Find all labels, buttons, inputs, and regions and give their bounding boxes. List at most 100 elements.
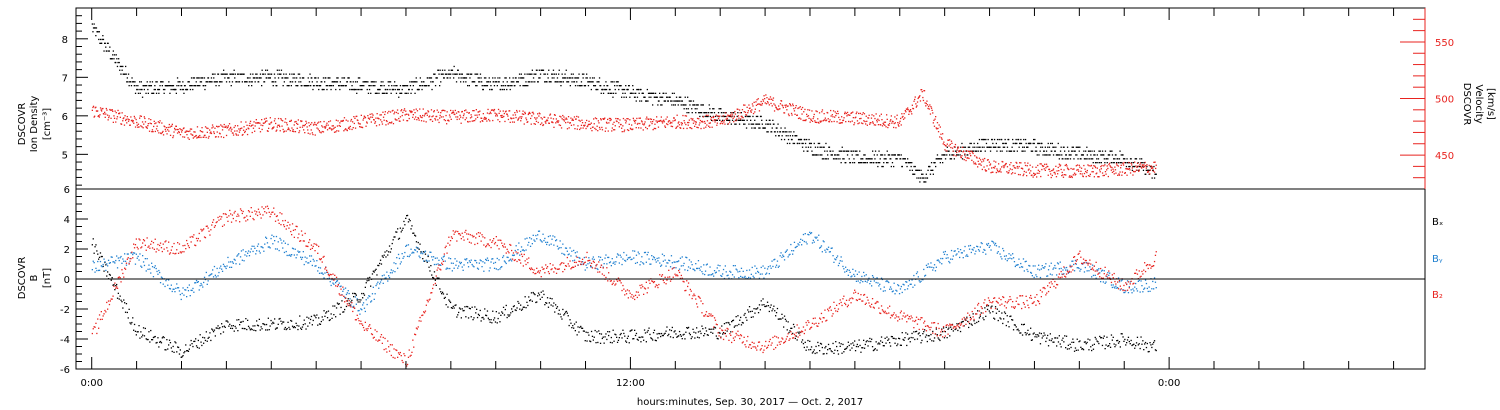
data-point [898,154,901,156]
data-point [162,88,165,91]
data-point [875,113,877,115]
data-point [992,166,995,169]
data-point [1036,154,1038,156]
data-point [199,81,201,83]
data-point [993,317,995,319]
data-point [1023,138,1025,141]
data-point [119,295,121,297]
data-point [984,169,986,171]
data-point [479,121,482,123]
data-point [370,81,372,83]
data-point [573,327,575,329]
data-point [754,119,756,121]
data-point [508,315,510,317]
data-point [533,293,535,295]
data-point [605,81,607,83]
data-point [760,300,762,302]
data-point [421,88,423,91]
data-point [963,325,965,327]
data-point [467,121,469,123]
data-point [1131,164,1133,166]
data-point [680,104,682,106]
data-point [552,305,554,307]
data-point [1001,312,1003,314]
data-point [1099,162,1101,164]
data-point [94,27,96,29]
data-point [1070,346,1072,349]
data-point [249,120,252,122]
data-point [621,127,623,129]
data-point [300,327,302,329]
data-point [692,328,694,330]
data-point [631,329,633,331]
data-point [338,124,340,127]
data-point [307,129,309,131]
data-point [514,309,516,311]
data-point [129,257,131,260]
data-point [876,121,878,123]
data-point [527,113,529,116]
data-point [400,110,402,112]
data-point [791,114,793,116]
data-point [303,125,305,127]
data-point [1141,167,1143,169]
data-point [342,120,344,122]
data-point [803,111,805,113]
data-point [113,58,115,60]
data-point [383,85,385,87]
data-point [553,302,555,304]
data-point [243,327,245,330]
data-point [228,81,231,83]
data-point [405,110,407,112]
data-point [1012,329,1015,331]
data-point [667,123,669,126]
data-point [332,125,334,127]
data-point [339,122,341,124]
data-point [401,229,403,231]
data-point [582,127,584,129]
data-point [269,123,271,125]
data-point [481,317,483,319]
data-point [99,107,102,109]
data-point [840,343,842,345]
data-point [639,100,641,102]
data-point [245,121,247,123]
data-point [485,118,487,120]
data-point [561,318,563,320]
data-point [1006,146,1009,148]
data-point [159,340,162,343]
data-point [176,132,179,134]
data-point [164,88,166,91]
data-point [294,326,296,329]
data-point [701,112,703,114]
data-point [914,338,916,341]
data-point [1002,142,1004,145]
data-point [102,35,104,37]
data-point [406,214,409,217]
data-point [654,92,657,94]
data-point [676,114,678,116]
data-point [465,117,468,119]
data-point [476,85,478,87]
data-point [791,327,793,329]
data-point [220,333,222,335]
data-point [132,121,134,123]
data-point [796,114,798,116]
data-point [443,109,445,111]
data-point [398,96,400,98]
data-point [459,73,461,75]
data-point [1030,339,1033,341]
data-point [802,343,805,345]
data-point [723,119,725,122]
data-point [225,134,228,137]
data-point [706,112,708,114]
data-point [354,81,357,83]
data-point [154,130,156,133]
data-point [1000,318,1002,320]
data-point [797,331,799,333]
data-point [530,123,532,125]
data-point [1005,162,1007,165]
data-point [211,127,213,129]
data-point [759,104,762,106]
data-point [165,130,167,132]
